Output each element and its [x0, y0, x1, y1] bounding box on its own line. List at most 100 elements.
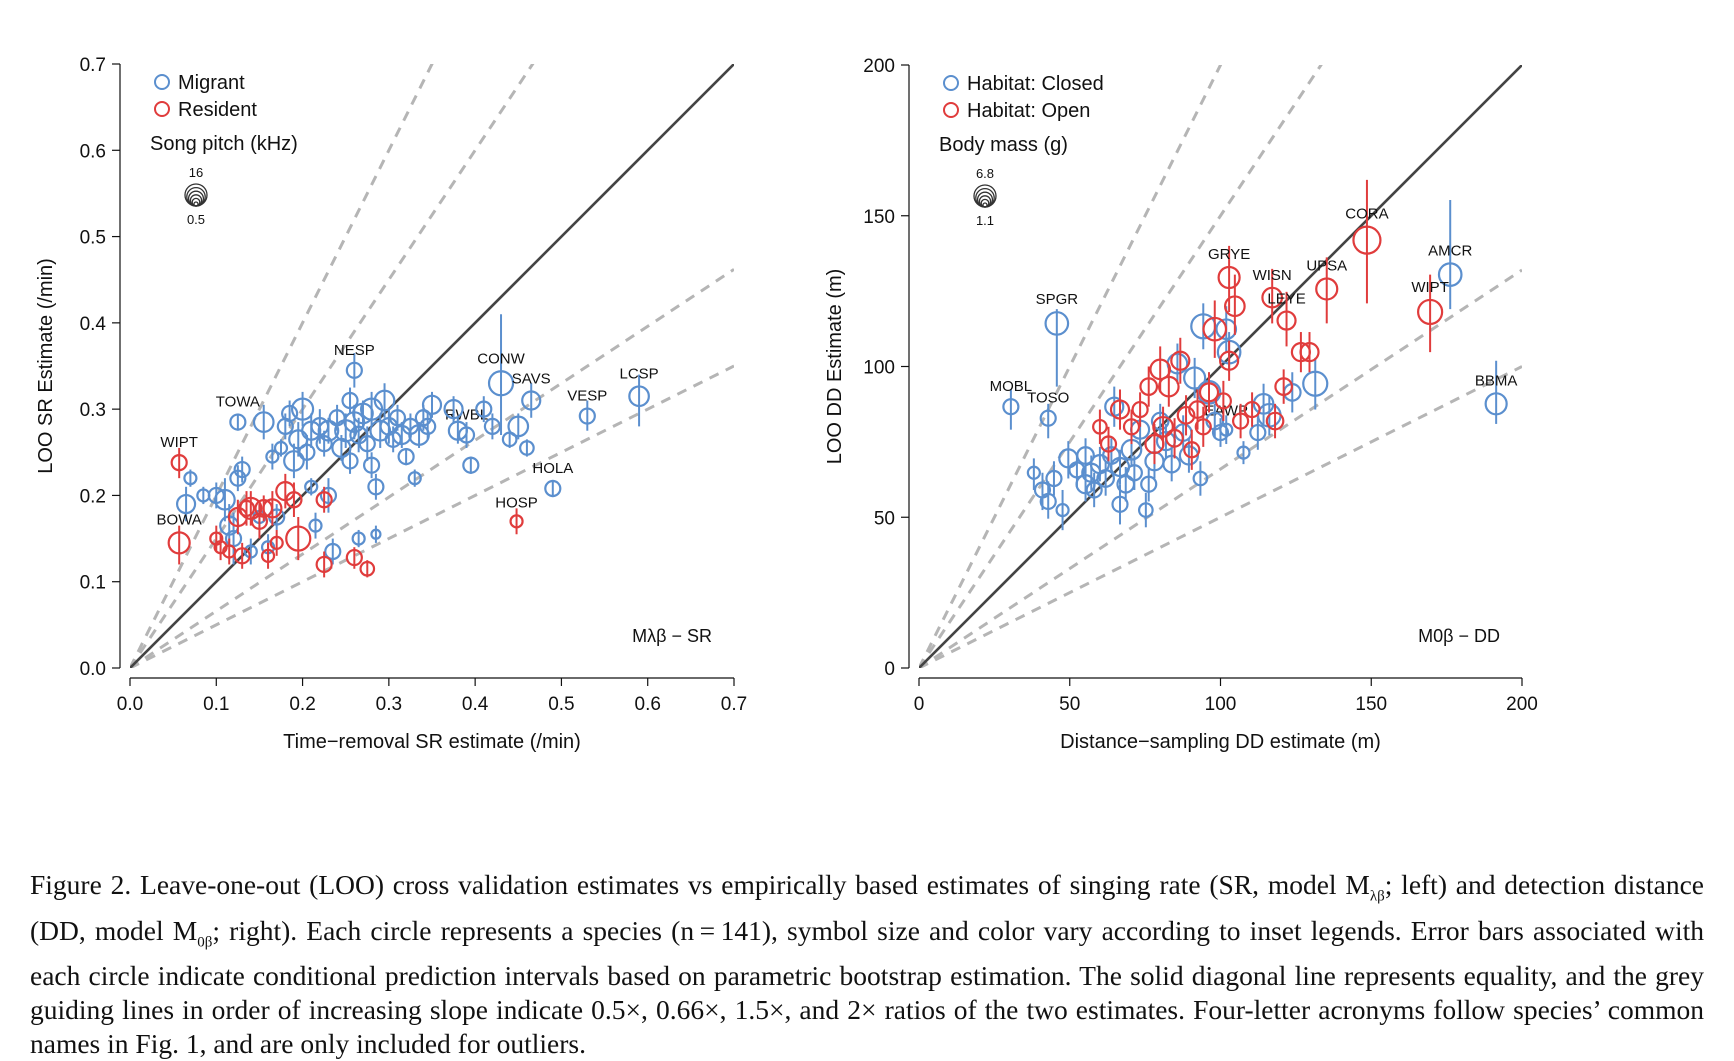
data-point — [475, 400, 493, 418]
point-label: LCSP — [619, 365, 658, 382]
data-point — [1140, 475, 1158, 493]
legend-size-min: 1.1 — [976, 213, 994, 228]
x-tick-label: 200 — [1506, 694, 1538, 715]
data-point — [1188, 400, 1207, 419]
x-tick-label: 0.3 — [376, 694, 402, 715]
point-label: RWBL — [445, 407, 488, 424]
data-point — [1214, 392, 1232, 410]
data-point — [421, 394, 443, 415]
data-point — [1111, 495, 1129, 513]
data-point — [317, 419, 340, 442]
data-point — [519, 440, 535, 456]
caption-tail: ; right). Each circle represents a speci… — [30, 914, 1704, 1060]
data-point — [281, 404, 299, 423]
x-tick-label: 0.4 — [462, 694, 489, 715]
data-point — [304, 479, 319, 494]
point-label: CONW — [477, 350, 525, 367]
data-point — [315, 435, 333, 453]
data-point — [1139, 377, 1159, 396]
data-point — [1437, 262, 1463, 287]
point-label: VESP — [567, 388, 607, 405]
data-point — [170, 454, 188, 472]
y-tick-label: 0.4 — [80, 314, 107, 335]
data-point — [315, 491, 333, 509]
data-point — [414, 409, 432, 427]
data-point — [1125, 464, 1143, 482]
data-point — [308, 518, 323, 533]
x-tick-label: 0.0 — [117, 694, 143, 715]
data-point — [462, 456, 480, 474]
guide-line-2x — [919, 65, 1223, 668]
data-point — [1183, 366, 1207, 390]
data-point — [214, 488, 236, 511]
legend-size-min: 0.5 — [187, 212, 205, 227]
legend-marker-habitat-closed — [943, 75, 959, 91]
data-point — [1085, 481, 1103, 499]
legend-label: Migrant — [178, 72, 245, 94]
caption-subscript-2: 0β — [197, 934, 213, 950]
data-point — [1417, 298, 1444, 326]
data-point — [1299, 342, 1320, 363]
data-point — [341, 391, 359, 410]
x-tick-label: 0 — [914, 694, 925, 715]
legend-label: Habitat: Open — [967, 100, 1090, 122]
data-point — [1137, 502, 1154, 518]
data-point — [1076, 446, 1095, 465]
y-tick-label: 0.7 — [80, 55, 106, 76]
caption-subscript-1: λβ — [1369, 888, 1385, 905]
y-axis-title: LOO DD Estimate (m) — [824, 269, 846, 465]
x-tick-label: 0.5 — [548, 694, 574, 715]
legend-size-max: 6.8 — [976, 166, 994, 181]
point-label: SPGR — [1036, 291, 1079, 308]
legend-size-ring — [982, 202, 988, 208]
data-point — [487, 370, 515, 397]
data-point — [1211, 423, 1230, 442]
point-label: AMCR — [1428, 242, 1472, 259]
data-point — [1265, 411, 1285, 431]
data-point — [507, 415, 530, 438]
data-point — [370, 528, 382, 540]
guide-line-0.5x — [919, 365, 1522, 668]
data-point — [1202, 316, 1228, 342]
data-point — [1096, 469, 1115, 488]
data-point — [250, 512, 269, 530]
x-axis-title: Distance−sampling DD estimate (m) — [1060, 731, 1381, 753]
data-point — [1231, 412, 1250, 430]
point-label: UPSA — [1306, 257, 1347, 274]
left-panel: 0.0 0.1 0.2 0.3 0.4 0.5 0.6 0.7 0.0 0.1 0.2 0.3 0.4 0… — [35, 55, 747, 753]
data-point — [1109, 399, 1131, 420]
data-point — [1039, 492, 1057, 511]
data-point — [1026, 465, 1041, 480]
data-point — [233, 547, 251, 565]
data-point — [1302, 370, 1329, 397]
y-tick-label: 0.6 — [80, 141, 106, 162]
data-point — [397, 448, 415, 466]
point-label: HOSP — [495, 494, 538, 511]
point-label: WIPT — [160, 434, 198, 451]
data-point — [290, 397, 315, 421]
data-point — [1045, 469, 1063, 488]
data-point — [1131, 400, 1149, 419]
data-point — [407, 471, 422, 486]
data-point — [1236, 445, 1251, 460]
x-tick-label: 0.2 — [289, 694, 315, 715]
x-tick-label: 150 — [1355, 694, 1387, 715]
guide-line-0.66x — [919, 268, 1522, 668]
data-point — [1217, 265, 1241, 290]
right-panel: 0 50 100 150 200 0 50 100 150 200 Distance−samplin… — [824, 56, 1538, 753]
model-label: Mλβ − SR — [632, 626, 712, 646]
data-point — [1352, 225, 1382, 255]
data-point — [285, 525, 312, 552]
point-label: MOBL — [990, 378, 1033, 395]
legend-size-title: Body mass (g) — [939, 134, 1068, 156]
data-point — [167, 531, 191, 555]
equality-line — [919, 65, 1522, 668]
caption-lead: Figure 2. Leave-one-out (LOO) cross vali… — [30, 869, 1370, 900]
data-point — [1183, 441, 1201, 459]
data-point — [1274, 377, 1294, 396]
data-point — [509, 514, 524, 529]
data-point — [628, 385, 650, 408]
data-point — [521, 390, 542, 411]
figure: 0.0 0.1 0.2 0.3 0.4 0.5 0.6 0.7 0.0 0.1 0.2 0.3 0.4 0… — [35, 55, 1538, 753]
data-point — [1276, 310, 1297, 331]
